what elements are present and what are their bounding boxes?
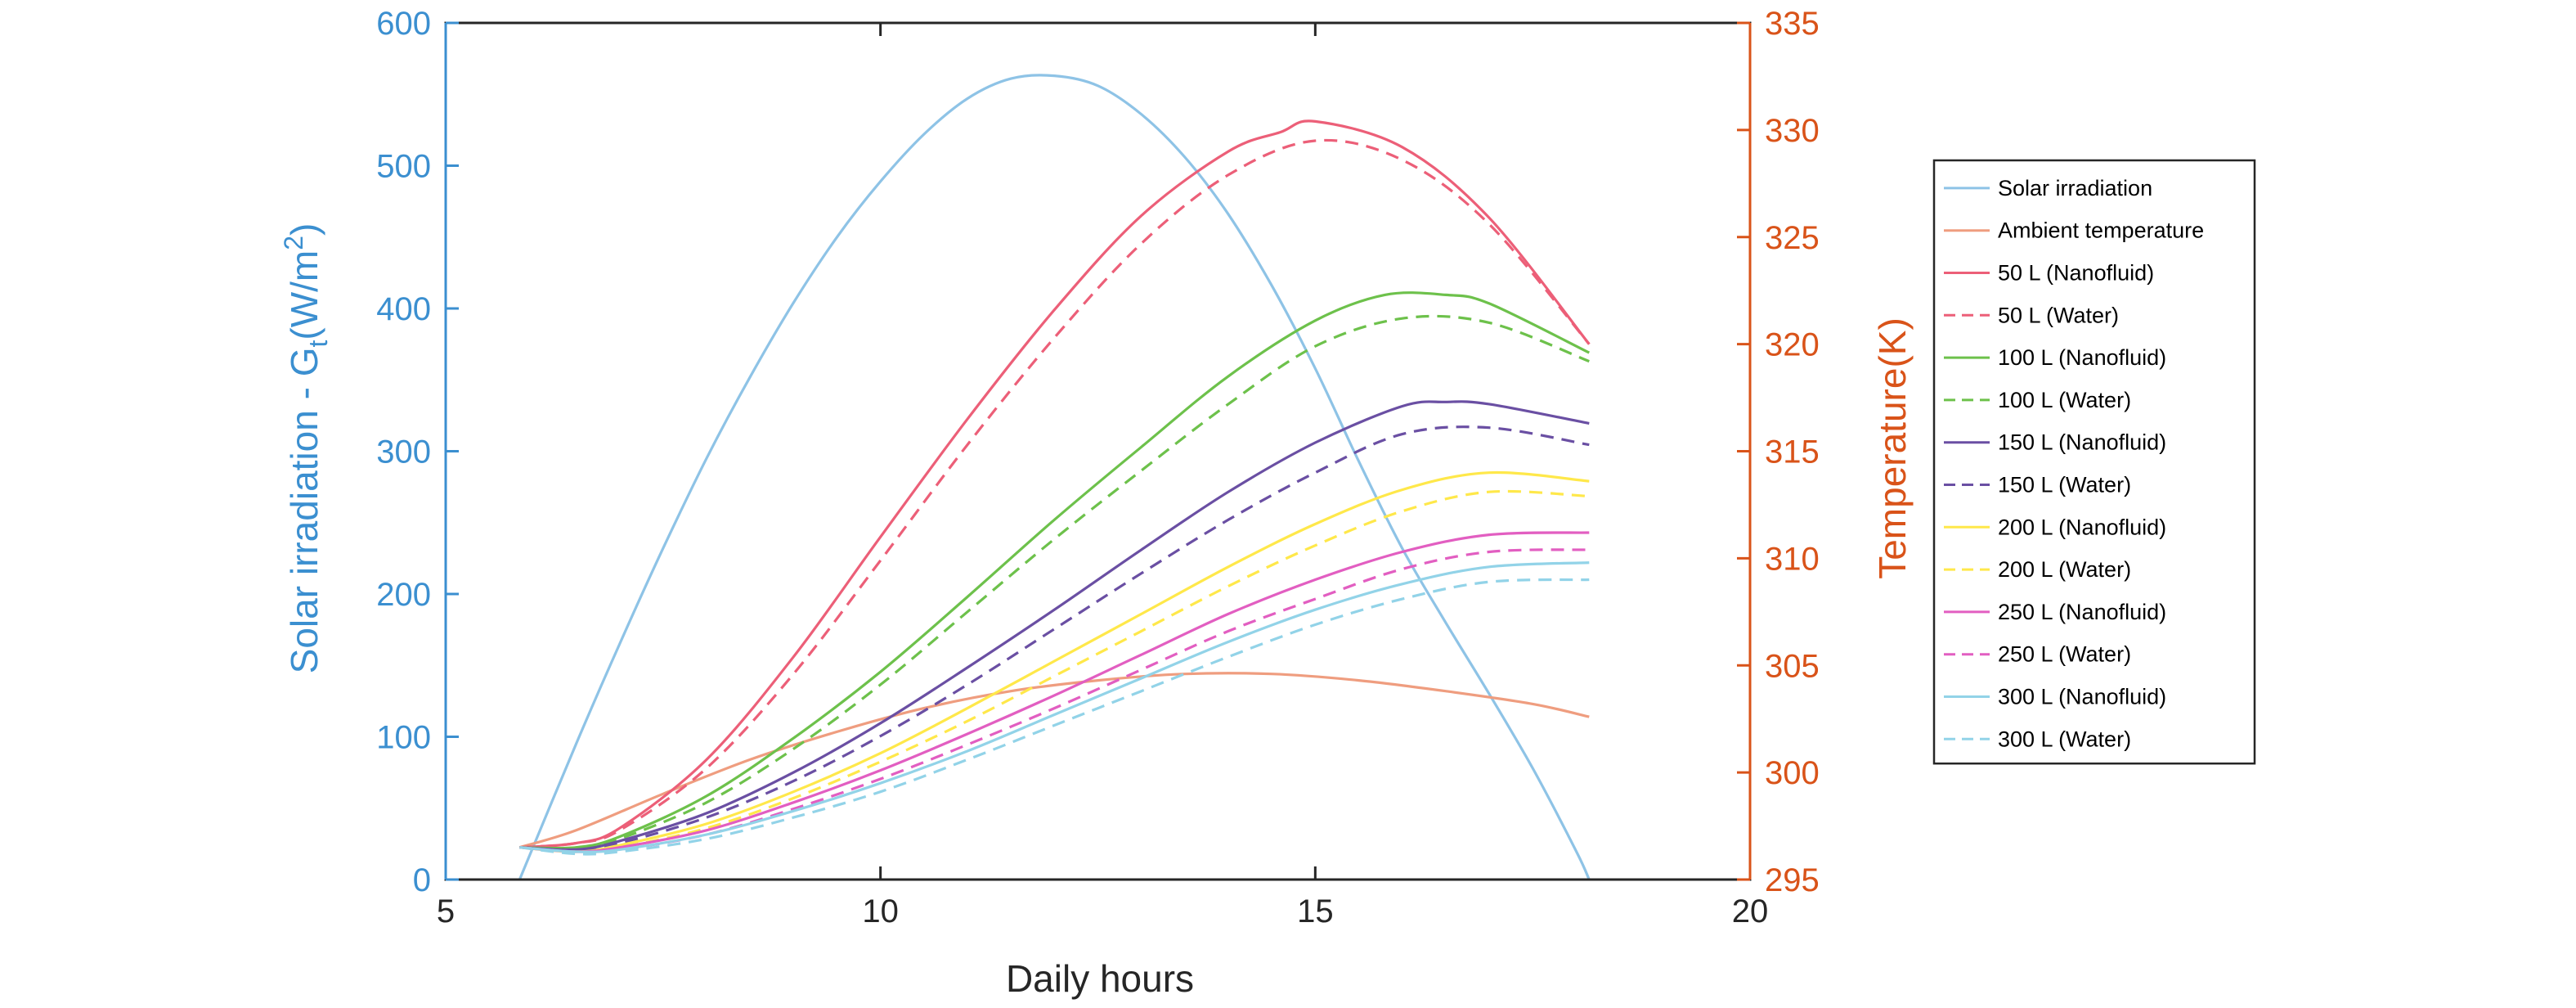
left-tick-label: 200 xyxy=(376,577,431,613)
legend: Solar irradiation Ambient temperature 50 L… xyxy=(1932,159,2256,765)
series-line-100-l-water xyxy=(519,314,1590,852)
series-line-300-l-nanofluid xyxy=(519,561,1590,853)
series-line-50-l-nanofluid xyxy=(519,119,1591,849)
legend-label-100-l-water: 100 L (Water) xyxy=(1998,388,2131,412)
right-tick-label: 330 xyxy=(1765,113,1820,149)
x-tick-label: 5 xyxy=(437,893,455,929)
legend-label-150-l-nanofluid: 150 L (Nanofluid) xyxy=(1998,430,2166,455)
legend-label-50-l-water: 50 L (Water) xyxy=(1998,303,2119,327)
legend-label-200-l-water: 200 L (Water) xyxy=(1998,557,2131,582)
right-tick-label: 335 xyxy=(1765,6,1820,42)
legend-label-250-l-water: 250 L (Water) xyxy=(1998,642,2131,667)
series-line-250-l-nanofluid xyxy=(519,531,1590,853)
left-tick-label: 0 xyxy=(413,862,431,898)
left-tick-label: 600 xyxy=(376,6,431,42)
x-tick-label: 20 xyxy=(1732,893,1769,929)
left-axis-label: Solar irradiation - Gt(W/m2) xyxy=(279,223,333,674)
legend-label-300-l-nanofluid: 300 L (Nanofluid) xyxy=(1998,685,2166,709)
right-tick-label: 310 xyxy=(1765,541,1820,577)
series-line-ambient-temperature xyxy=(518,672,1590,849)
legend-label-300-l-water: 300 L (Water) xyxy=(1998,727,2131,751)
axes-box xyxy=(444,21,1752,881)
left-axis-label-superscript: 2 xyxy=(279,236,308,250)
x-tick-label: 10 xyxy=(862,893,899,929)
right-tick-label: 315 xyxy=(1765,434,1820,470)
series-line-150-l-water xyxy=(519,425,1590,852)
legend-label-200-l-nanofluid: 200 L (Nanofluid) xyxy=(1998,515,2166,539)
left-tick-label: 500 xyxy=(376,149,431,185)
legend-label-solar-irradiation: Solar irradiation xyxy=(1998,176,2152,200)
ticks: 5 10 15 20010020030040050060029530030531031… xyxy=(376,6,1820,929)
series-line-200-l-nanofluid xyxy=(519,470,1590,853)
right-tick-label: 325 xyxy=(1765,220,1820,256)
right-tick-label: 305 xyxy=(1765,648,1820,684)
right-tick-label: 295 xyxy=(1765,862,1820,898)
right-tick-label: 300 xyxy=(1765,755,1820,791)
left-axis-label-subscript: t xyxy=(303,340,333,348)
series-line-solar-irradiation xyxy=(518,74,1591,880)
series-line-250-l-water xyxy=(519,548,1590,853)
right-axis-label: Temperature(K) xyxy=(1871,317,1914,579)
left-tick-label: 100 xyxy=(376,720,431,756)
series-line-50-l-water xyxy=(519,138,1591,849)
legend-box xyxy=(1932,159,2256,765)
x-tick-label: 15 xyxy=(1297,893,1334,929)
plot-lines xyxy=(518,74,1591,880)
legend-label-150-l-water: 150 L (Water) xyxy=(1998,473,2131,497)
legend-label-ambient-temperature: Ambient temperature xyxy=(1998,218,2204,243)
right-tick-label: 320 xyxy=(1765,327,1820,363)
left-tick-label: 400 xyxy=(376,291,431,327)
legend-label-250-l-nanofluid: 250 L (Nanofluid) xyxy=(1998,600,2166,624)
legend-label-50-l-nanofluid: 50 L (Nanofluid) xyxy=(1998,261,2154,286)
legend-label-100-l-nanofluid: 100 L (Nanofluid) xyxy=(1998,345,2166,370)
series-line-100-l-nanofluid xyxy=(519,291,1591,850)
left-tick-label: 300 xyxy=(376,434,431,470)
series-line-150-l-nanofluid xyxy=(519,400,1590,852)
series-line-300-l-water xyxy=(519,578,1590,856)
x-axis-label: Daily hours xyxy=(1006,957,1194,1000)
